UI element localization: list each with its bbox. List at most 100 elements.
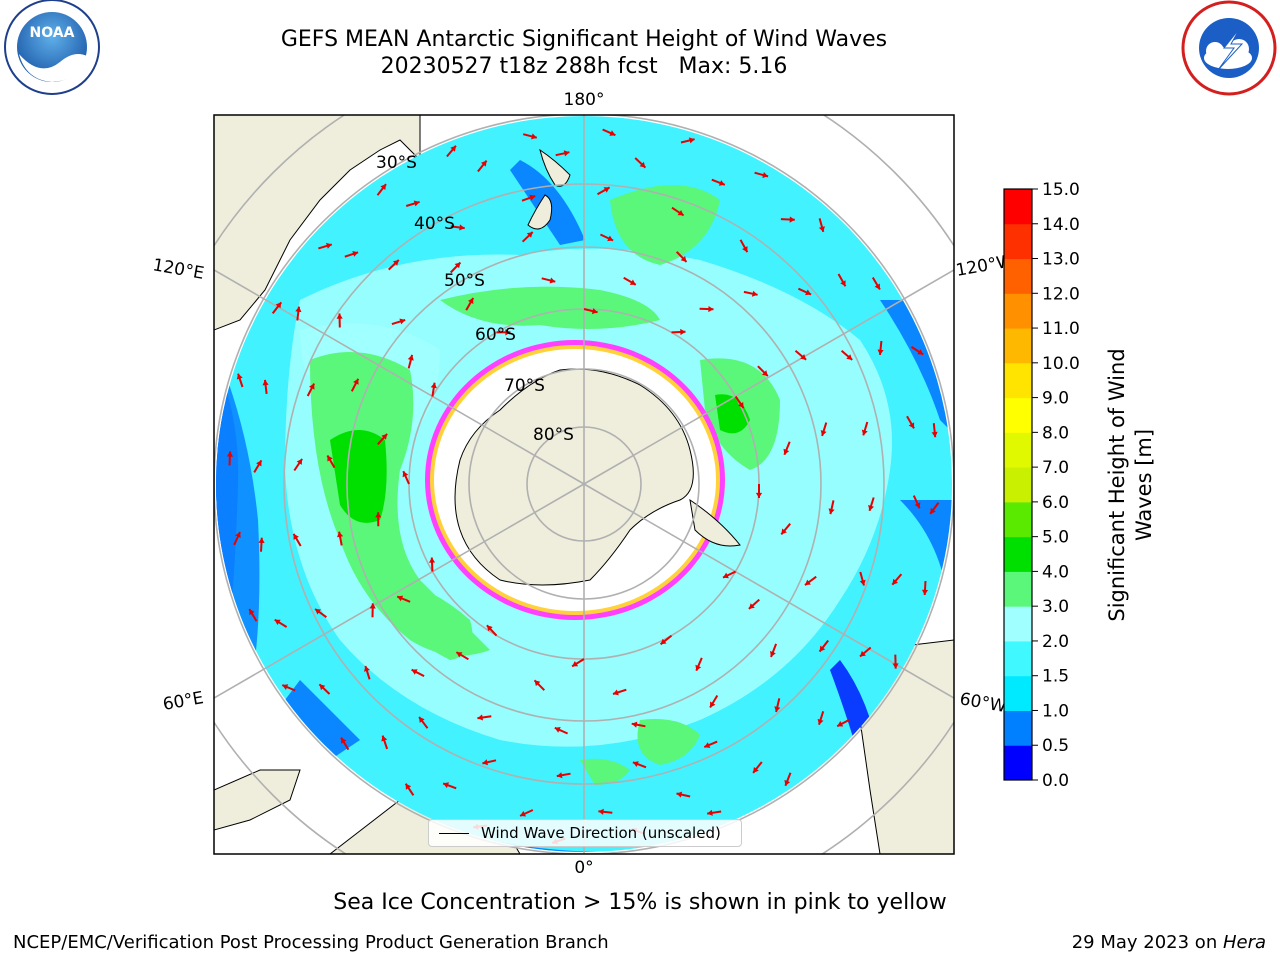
national-weather-service-logo bbox=[1181, 0, 1277, 96]
wind-wave-arrowhead bbox=[861, 429, 868, 436]
wind-wave-arrowhead bbox=[235, 532, 241, 538]
wind-wave-arrowhead bbox=[877, 349, 884, 355]
colorbar-tick-label: 5.0 bbox=[1042, 528, 1069, 548]
wind-wave-arrowhead bbox=[762, 172, 769, 178]
lat-label-70s: 70°S bbox=[504, 376, 545, 396]
wind-wave-arrowhead bbox=[486, 625, 493, 632]
wind-wave-arrowhead bbox=[639, 161, 646, 168]
wind-wave-arrowhead bbox=[454, 262, 461, 269]
noaa-logo-text: NOAA bbox=[30, 25, 75, 41]
wind-wave-arrowhead bbox=[563, 150, 570, 157]
wind-wave-arrowhead bbox=[629, 279, 636, 285]
wind-wave-arrowhead bbox=[805, 579, 811, 586]
colorbar-tick-label: 11.0 bbox=[1042, 319, 1080, 339]
wind-wave-arrowhead bbox=[429, 557, 436, 563]
wind-wave-arrowhead bbox=[609, 130, 616, 136]
lon-label-0: 0° bbox=[574, 858, 593, 878]
wind-wave-arrowhead bbox=[337, 531, 344, 538]
colorbar-tick-label: 1.5 bbox=[1042, 667, 1069, 687]
wind-wave-arrowhead bbox=[762, 370, 768, 377]
wind-wave-arrowhead bbox=[282, 684, 289, 690]
wind-wave-arrowhead bbox=[751, 290, 758, 297]
colorbar-cell bbox=[1004, 362, 1032, 399]
wind-wave-arrowhead bbox=[554, 727, 561, 733]
lat-label-80s: 80°S bbox=[533, 425, 574, 445]
wind-wave-arrowhead bbox=[704, 742, 711, 748]
wind-wave-arrowhead bbox=[660, 638, 667, 645]
wind-wave-arrowhead bbox=[411, 669, 418, 675]
colorbar-label-line1: Significant Height of Wind bbox=[1105, 348, 1129, 621]
colorbar-cell bbox=[1004, 189, 1032, 225]
wind-wave-arrowhead bbox=[819, 645, 826, 652]
wind-wave-arrowhead bbox=[631, 721, 638, 728]
wind-wave-arrowhead bbox=[430, 382, 437, 389]
wind-wave-arrowhead bbox=[353, 378, 359, 385]
wind-wave-arrowhead bbox=[755, 492, 763, 498]
colorbar-tick-label: 0.5 bbox=[1042, 736, 1069, 756]
wind-wave-arrowhead bbox=[748, 603, 755, 609]
colorbar-tick-label: 12.0 bbox=[1042, 284, 1080, 304]
wind-wave-arrowhead bbox=[327, 455, 333, 462]
wind-wave-arrowhead bbox=[402, 471, 409, 478]
wind-wave-arrowhead bbox=[921, 589, 929, 595]
footer-host: Hera bbox=[1222, 932, 1266, 953]
wind-wave-arrowhead bbox=[723, 572, 729, 579]
wind-wave-arrowhead bbox=[917, 349, 924, 355]
wind-wave-arrowhead bbox=[468, 298, 474, 304]
colorbar-cell bbox=[1004, 293, 1032, 329]
legend-line-swatch bbox=[439, 832, 469, 834]
wind-wave-arrowhead bbox=[556, 772, 563, 779]
colorbar-label-line2: Waves [m] bbox=[1132, 429, 1156, 541]
wind-wave-arrowhead bbox=[607, 235, 614, 242]
wind-wave-arrowhead bbox=[828, 508, 835, 515]
wind-wave-arrowhead bbox=[742, 246, 748, 253]
colorbar-tick-label: 10.0 bbox=[1042, 354, 1080, 374]
wind-wave-arrowhead bbox=[443, 782, 449, 789]
lat-label-60s: 60°S bbox=[475, 325, 516, 345]
wind-wave-arrowhead bbox=[805, 289, 812, 296]
wind-wave-arrowhead bbox=[572, 661, 579, 667]
wind-wave-arrowhead bbox=[818, 226, 825, 232]
sea-ice-caption: Sea Ice Concentration > 15% is shown in … bbox=[333, 890, 947, 915]
wind-wave-arrowhead bbox=[275, 302, 282, 309]
colorbar-cell bbox=[1004, 467, 1032, 503]
legend-label: Wind Wave Direction (unscaled) bbox=[481, 824, 721, 842]
wind-wave-arrowhead bbox=[676, 791, 683, 798]
colorbar-cell bbox=[1004, 258, 1032, 294]
wind-wave-arrowhead bbox=[369, 603, 376, 609]
wind-wave-arrowhead bbox=[784, 779, 791, 786]
wind-wave-arrowhead bbox=[688, 137, 695, 144]
wind-wave-arrowhead bbox=[603, 187, 610, 193]
lat-label-40s: 40°S bbox=[414, 214, 455, 234]
wind-wave-arrowhead bbox=[860, 650, 866, 657]
lon-label-60w: 60°W bbox=[958, 689, 1008, 717]
colorbar-cell bbox=[1004, 223, 1032, 260]
wind-wave-arrowhead bbox=[770, 651, 776, 657]
wind-wave-arrowhead bbox=[315, 609, 321, 615]
wind-wave-arrowhead bbox=[249, 609, 255, 616]
wind-wave-arrowhead bbox=[526, 232, 533, 238]
noaa-logo: NOAA bbox=[4, 0, 100, 95]
map-subtitle: 20230527 t18z 288h fcst Max: 5.16 bbox=[380, 54, 788, 79]
wind-wave-arrowhead bbox=[375, 512, 382, 518]
colorbar-tick-label: 6.0 bbox=[1042, 493, 1069, 513]
colorbar-frame bbox=[1003, 188, 1033, 781]
footer-producer: NCEP/EMC/Verification Post Processing Pr… bbox=[13, 932, 609, 953]
colorbar-tick-label: 2.0 bbox=[1042, 632, 1069, 652]
wind-wave-arrowhead bbox=[837, 721, 844, 727]
wind-wave-arrowhead bbox=[677, 210, 684, 216]
wind-wave-arrowhead bbox=[680, 256, 687, 262]
wind-wave-arrowhead bbox=[820, 430, 827, 436]
wind-wave-arrowhead bbox=[632, 761, 639, 767]
wind-wave-arrowhead bbox=[319, 684, 326, 691]
wind-wave-arrowhead bbox=[381, 433, 388, 440]
wind-wave-arrowhead bbox=[892, 578, 898, 585]
wind-wave-arrowhead bbox=[399, 318, 406, 325]
wind-wave-arrowhead bbox=[817, 718, 824, 725]
wind-wave-arrowhead bbox=[505, 329, 511, 336]
wind-wave-arrowhead bbox=[296, 458, 303, 465]
wind-wave-arrowhead bbox=[708, 306, 714, 313]
wind-wave-arrowhead bbox=[481, 160, 487, 167]
map-legend: Wind Wave Direction (unscaled) bbox=[428, 819, 742, 847]
wind-wave-arrowhead bbox=[800, 354, 807, 360]
